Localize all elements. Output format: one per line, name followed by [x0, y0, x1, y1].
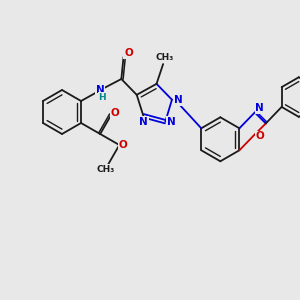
Text: O: O — [111, 108, 120, 118]
Text: O: O — [119, 140, 128, 150]
Text: O: O — [124, 48, 133, 58]
Text: N: N — [167, 117, 176, 127]
Text: N: N — [96, 85, 105, 95]
Text: CH₃: CH₃ — [96, 165, 115, 174]
Text: O: O — [255, 131, 264, 141]
Text: H: H — [98, 92, 106, 101]
Text: N: N — [139, 117, 148, 127]
Text: N: N — [174, 95, 182, 105]
Text: N: N — [255, 103, 264, 113]
Text: CH₃: CH₃ — [155, 52, 173, 62]
